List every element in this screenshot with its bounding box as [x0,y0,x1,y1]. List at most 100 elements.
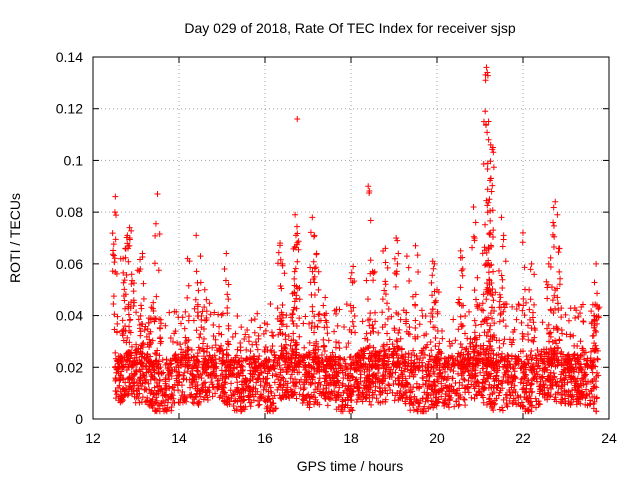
data-point [130,297,137,304]
data-point [306,398,313,405]
data-point [193,390,200,397]
data-point [472,382,479,389]
data-point [474,274,481,281]
data-point [152,220,159,227]
data-point [540,381,547,388]
data-point [365,355,372,362]
data-point [481,244,488,251]
data-point [479,380,486,387]
data-point [412,367,419,374]
data-point [543,278,550,285]
data-point [352,353,359,360]
data-point [584,391,591,398]
data-point [281,270,288,277]
data-point [498,214,505,221]
data-point [525,377,532,384]
data-point [287,386,294,393]
data-point [591,312,598,319]
data-point [263,405,270,412]
data-point [398,352,405,359]
data-point [410,347,417,354]
data-point [496,344,503,351]
data-point [452,337,459,344]
data-point [320,336,327,343]
data-point [394,338,401,345]
data-point [141,326,148,333]
data-point [311,329,318,336]
data-point [521,368,528,375]
data-point [490,149,497,156]
data-point [382,398,389,405]
data-point [526,316,533,323]
data-point [122,245,129,252]
data-point [495,392,502,399]
data-point [248,399,255,406]
data-point [310,258,317,265]
data-point [261,383,268,390]
data-point [321,312,328,319]
data-point [478,391,485,398]
x-tick-label: 12 [85,430,101,446]
data-point [324,402,331,409]
data-point [489,401,496,408]
data-point [414,408,421,415]
data-point [122,379,129,386]
data-point [379,343,386,350]
data-point [433,394,440,401]
data-point [255,335,262,342]
data-point [475,388,482,395]
data-point [349,374,356,381]
x-tick-label: 18 [343,430,359,446]
data-point [190,317,197,324]
data-point [504,374,511,381]
data-point [384,390,391,397]
data-point [521,362,528,369]
data-point [525,360,532,367]
data-point [315,311,322,318]
data-point [544,325,551,332]
data-point [513,316,520,323]
data-point [323,385,330,392]
data-point [269,372,276,379]
data-point [195,358,202,365]
data-point [243,382,250,389]
data-point [172,351,179,358]
data-point [325,382,332,389]
data-point [561,376,568,383]
data-point [397,335,404,342]
data-point [281,344,288,351]
ticks-layer: 12 14 16 18 20 22 24 0 0.02 0.04 0.06 0.08 0.1 0.12 0.… [56,49,617,446]
data-point [459,382,466,389]
data-point [238,389,245,396]
data-point [486,326,493,333]
data-point [354,396,361,403]
data-point [291,268,298,275]
data-point [348,269,355,276]
data-point [402,389,409,396]
data-point [439,387,446,394]
data-point [515,301,522,308]
data-point [363,374,370,381]
data-point [192,385,199,392]
data-point [128,280,135,287]
data-point [482,71,489,78]
data-point [249,364,256,371]
data-point [478,306,485,313]
data-point [496,267,503,274]
data-point [261,347,268,354]
data-point [565,393,572,400]
data-point [153,293,160,300]
data-point [422,398,429,405]
data-point [432,358,439,365]
data-point [544,355,551,362]
data-point [482,122,489,129]
data-point [215,384,222,391]
data-point [529,376,536,383]
data-point [135,345,142,352]
data-point [408,398,415,405]
data-point [533,368,540,375]
data-point [142,378,149,385]
data-point [547,377,554,384]
data-point [517,379,524,386]
data-point [583,361,590,368]
